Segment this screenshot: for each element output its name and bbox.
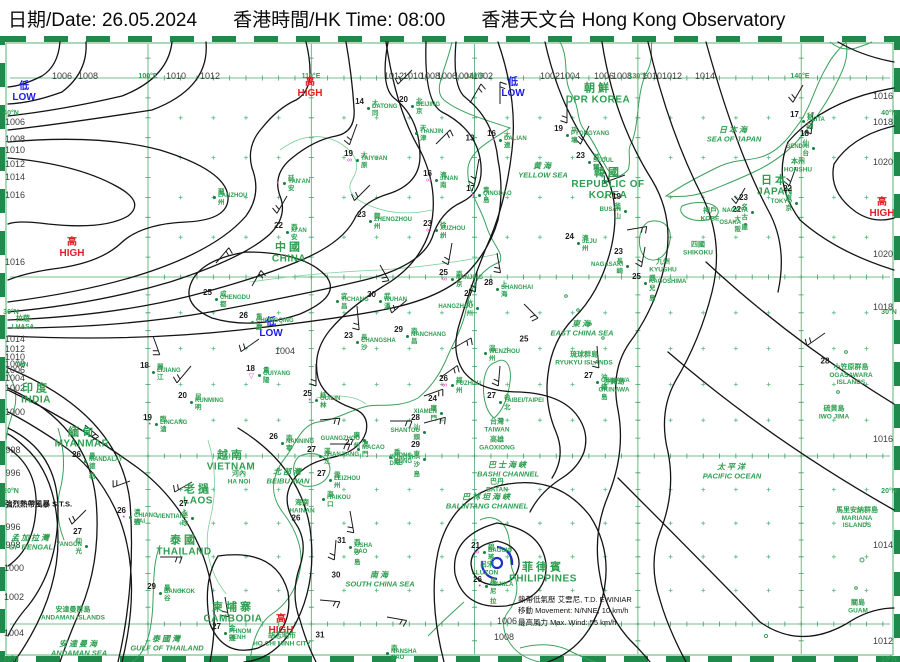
isobar-lines: [7, 41, 895, 662]
graticule-line: [145, 57, 884, 642]
map-canvas: [0, 36, 900, 662]
rivers: [206, 136, 499, 595]
synoptic-map: 1006 1008 1010 1012 1012 1010 1008 1006 1004 1002…: [0, 36, 900, 662]
map-frame-inner: [5, 42, 894, 656]
observatory-name: 香港天文台 Hong Kong Observatory: [481, 9, 786, 31]
map-frame: [0, 36, 900, 662]
coastline: [5, 41, 873, 662]
graticule: [10, 44, 890, 654]
chart-date: 日期/Date: 26.05.2024: [8, 9, 198, 31]
graticule-line: [10, 44, 890, 654]
chart-header: 日期/Date: 26.05.2024 香港時間/HK Time: 08:00 …: [0, 0, 900, 36]
wind-barbs: [68, 69, 826, 627]
tropical-depression-icon: [480, 545, 514, 581]
graticule-line: [178, 115, 869, 593]
chart-time: 香港時間/HK Time: 08:00: [233, 9, 446, 31]
wind-barb: [68, 69, 826, 627]
